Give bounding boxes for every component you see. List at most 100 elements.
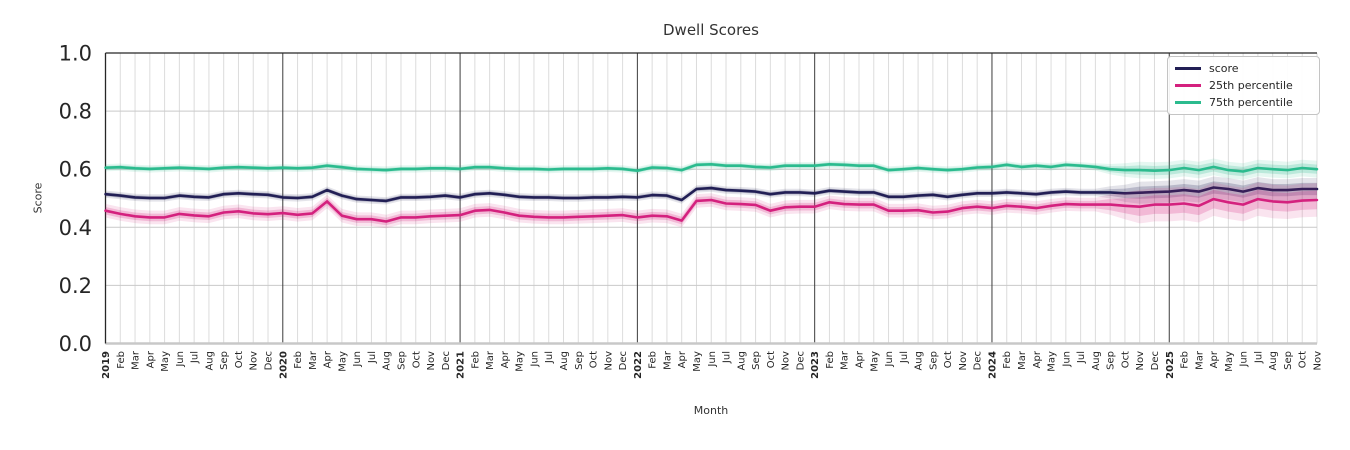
x-tick-label-month: Nov [958, 351, 969, 371]
axes-spines [104, 52, 1317, 345]
x-tick-label-month: Nov [426, 351, 437, 371]
x-tick-label-month: Nov [1313, 351, 1324, 371]
legend-item-score: score [1175, 62, 1311, 75]
x-tick-label-month: Jun [175, 351, 186, 368]
x-tick-label-year: 2025 [1165, 351, 1176, 379]
y-tick-label: 0.4 [59, 216, 92, 240]
y-tick-label: 1.0 [59, 42, 92, 66]
x-tick-label-month: Nov [1135, 351, 1146, 371]
x-tick-label-month: Oct [411, 351, 422, 368]
x-tick-label-month: Oct [1298, 351, 1309, 368]
x-tick-label-month: Sep [219, 351, 230, 370]
x-tick-label-month: Jun [352, 351, 363, 368]
x-tick-label-month: Mar [485, 350, 496, 370]
y-tick-label: 0.8 [59, 100, 92, 124]
x-tick-label-month: Aug [559, 351, 570, 371]
x-tick-label-month: Mar [662, 350, 673, 370]
legend-item-25th-percentile: 25th percentile [1175, 79, 1311, 92]
x-tick-label-month: Sep [574, 351, 585, 370]
x-axis-label: Month [693, 404, 729, 417]
x-tick-label-month: Jul [1076, 351, 1087, 364]
x-tick-label-month: Feb [470, 351, 481, 369]
x-tick-label-month: Mar [131, 350, 142, 370]
series-75th-percentile [104, 158, 1319, 180]
x-tick-label-month: Aug [1268, 351, 1279, 371]
series-line-25th-percentile [104, 197, 1319, 223]
x-tick-label-month: Oct [234, 351, 245, 368]
series-25th-percentile [104, 182, 1319, 229]
x-tick-label-month: Dec [264, 351, 275, 370]
legend-label-score: score [1209, 62, 1239, 75]
x-tick-label-month: Aug [382, 351, 393, 371]
x-tick-label-month: Sep [396, 351, 407, 370]
series-line-75th-percentile [104, 163, 1319, 173]
legend-swatch-score [1175, 67, 1201, 70]
chart-title: Dwell Scores [663, 21, 759, 39]
x-tick-label-month: Dec [973, 351, 984, 370]
x-tick-label-year: 2020 [278, 351, 289, 379]
x-tick-label-month: Apr [145, 350, 156, 368]
legend-item-75th-percentile: 75th percentile [1175, 96, 1311, 109]
series-line-score [104, 186, 1319, 203]
x-tick-label-month: Dec [1150, 351, 1161, 370]
x-tick-label-month: Nov [249, 351, 260, 371]
x-tick-label-month: May [1224, 351, 1235, 372]
x-tick-label-year: 2023 [810, 351, 821, 379]
x-tick-label-month: Nov [781, 351, 792, 371]
x-tick-label-month: Feb [825, 351, 836, 369]
x-tick-label-month: Oct [766, 351, 777, 368]
x-tick-label-month: Jun [529, 351, 540, 368]
x-tick-label-month: Apr [323, 350, 334, 368]
y-tick-label: 0.6 [59, 158, 92, 182]
x-tick-label-month: Mar [308, 350, 319, 370]
x-tick-label-month: Jul [722, 351, 733, 364]
x-tick-label-month: Dec [618, 351, 629, 370]
x-tick-label-month: May [692, 351, 703, 372]
legend-label-25th-percentile: 25th percentile [1209, 79, 1293, 92]
x-tick-label-year: 2019 [101, 351, 112, 379]
x-tick-label-month: May [1047, 351, 1058, 372]
x-tick-label-month: Jun [884, 351, 895, 368]
x-tick-label-month: Feb [293, 351, 304, 369]
x-tick-label-month: May [160, 351, 171, 372]
x-tick-label-month: Sep [1106, 351, 1117, 370]
x-tick-label-month: Jul [367, 351, 378, 364]
x-tick-label-month: Jul [1253, 351, 1264, 364]
x-tick-label-month: Oct [589, 351, 600, 368]
x-tick-label-month: Feb [648, 351, 659, 369]
legend-swatch-75th-percentile [1175, 101, 1201, 104]
x-tick-label-month: Apr [500, 350, 511, 368]
x-tick-label-month: Apr [677, 350, 688, 368]
x-tick-label-month: Nov [603, 351, 614, 371]
y-tick-labels: 0.0 0.2 0.4 0.6 0.8 1.0 [59, 42, 92, 357]
x-tick-label-year: 2024 [987, 351, 998, 379]
series-band-outer-75th-percentile [105, 158, 1317, 180]
legend-swatch-25th-percentile [1175, 84, 1201, 87]
legend-label-75th-percentile: 75th percentile [1209, 96, 1293, 109]
x-tick-label-month: Mar [840, 350, 851, 370]
x-tick-label-month: Dec [795, 351, 806, 370]
y-tick-label: 0.2 [59, 274, 92, 298]
x-tick-label-month: Aug [736, 351, 747, 371]
x-tick-label-month: Apr [1209, 350, 1220, 368]
x-tick-label-month: Dec [441, 351, 452, 370]
y-tick-label: 0.0 [59, 332, 92, 356]
x-tick-label-month: Jun [1061, 351, 1072, 368]
x-tick-label-month: Apr [1032, 350, 1043, 368]
x-tick-label-month: Aug [204, 351, 215, 371]
x-tick-label-month: Feb [1180, 351, 1191, 369]
legend: score 25th percentile 75th percentile [1167, 56, 1320, 115]
x-tick-label-month: Apr [854, 350, 865, 368]
y-axis-label: Score [31, 182, 45, 214]
x-tick-label-year: 2022 [633, 351, 644, 379]
x-tick-label-month: Jul [544, 351, 555, 364]
x-tick-label-month: Aug [1091, 351, 1102, 371]
x-tick-label-month: Jun [707, 351, 718, 368]
x-tick-label-month: Mar [1194, 350, 1205, 370]
x-tick-label-year: 2021 [456, 351, 467, 379]
x-tick-label-month: Oct [1120, 351, 1131, 368]
x-tick-label-month: Jul [899, 351, 910, 364]
x-tick-label-month: Sep [1283, 351, 1294, 370]
